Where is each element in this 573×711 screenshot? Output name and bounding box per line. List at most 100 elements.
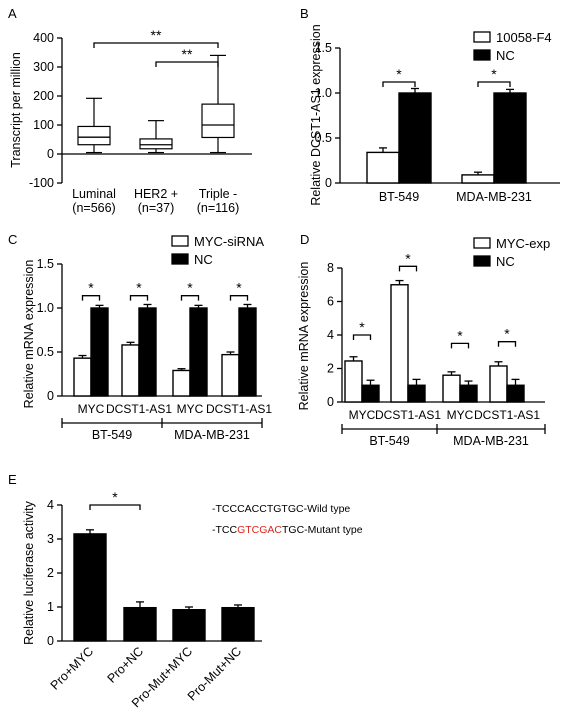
y-tick-label: 1.5 — [315, 41, 332, 55]
mutant-type-sequence: -TCCGTCGACTGC-Mutant type — [212, 524, 363, 536]
significance-label: * — [112, 489, 118, 505]
bar — [221, 353, 240, 397]
y-axis-label: Relative mRNA expression — [22, 260, 36, 409]
y-tick-label: 300 — [33, 60, 54, 74]
bar — [506, 384, 525, 403]
legend-swatch — [473, 49, 491, 61]
bar — [459, 384, 478, 403]
bar — [73, 357, 92, 397]
y-tick-label: 8 — [327, 261, 334, 275]
y-tick-label: 3 — [47, 532, 54, 546]
legend-swatch — [171, 235, 189, 247]
y-tick-label: 0.5 — [315, 131, 332, 145]
bar — [189, 307, 208, 397]
panel-letter: E — [8, 472, 17, 487]
wild-sequence: -TCCCACCTGTGC- — [212, 503, 308, 515]
panel-letter: C — [8, 232, 17, 247]
legend-swatch — [473, 237, 491, 249]
bar — [172, 609, 206, 642]
bar — [121, 344, 140, 397]
category-label: Triple - — [199, 187, 237, 201]
significance-label: * — [88, 280, 94, 296]
bar — [90, 307, 109, 397]
significance-bracket — [477, 81, 511, 87]
significance-bracket — [450, 342, 470, 349]
box — [201, 103, 235, 139]
y-axis-label: Transcript per million — [9, 52, 23, 168]
group-label: MDA-MB-231 — [174, 428, 250, 442]
legend-label: NC — [194, 252, 213, 267]
box — [77, 125, 111, 146]
legend-label: MYC-siRNA — [194, 234, 264, 249]
panel-d: D 0 2 4 6 8 Relative mRNA expression MYC * DCST1-… — [297, 232, 550, 448]
mutant-label: Mutant type — [308, 524, 363, 536]
bar — [238, 307, 257, 397]
significance-label: * — [359, 319, 365, 335]
significance-label: ** — [151, 27, 162, 43]
y-tick-label: 0 — [47, 634, 54, 648]
category-label: MDA-MB-231 — [456, 190, 532, 204]
significance-label: * — [457, 327, 463, 343]
bar — [221, 606, 255, 642]
significance-label: * — [491, 66, 497, 82]
legend-swatch — [171, 253, 189, 265]
category-label: MYC — [78, 402, 105, 416]
panel-letter: B — [300, 6, 309, 21]
significance-bracket — [129, 295, 149, 301]
significance-label: * — [396, 66, 402, 82]
significance-label: * — [405, 250, 411, 266]
category-label: MYC — [447, 408, 474, 422]
panel-a: A -100 0 100 200 300 400 Transcript per million… — [8, 6, 252, 215]
y-tick-label: 0 — [47, 389, 54, 403]
panel-letter: A — [8, 6, 17, 21]
significance-bracket — [81, 295, 101, 301]
y-axis-label: Relative mRNA expression — [297, 262, 311, 411]
wild-type-label: Wild type — [307, 503, 350, 515]
category-label: MYC — [177, 402, 204, 416]
bar — [172, 369, 191, 397]
significance-label: * — [236, 280, 242, 296]
legend-label: NC — [496, 48, 515, 63]
y-tick-label: -100 — [29, 176, 54, 190]
category-label: BT-549 — [379, 190, 419, 204]
y-tick-label: 4 — [327, 328, 334, 342]
group-label: BT-549 — [369, 434, 409, 448]
significance-bracket — [89, 504, 141, 510]
bar — [361, 384, 380, 403]
category-label: MYC — [349, 408, 376, 422]
sample-size-label: (n=116) — [197, 201, 240, 215]
y-tick-label: 1.0 — [315, 86, 332, 100]
bar — [489, 365, 508, 403]
category-label: Luminal — [72, 187, 116, 201]
bar — [461, 174, 495, 184]
y-tick-label: 0 — [325, 176, 332, 190]
y-tick-label: 0 — [47, 147, 54, 161]
legend-swatch — [473, 31, 491, 43]
bar — [398, 92, 432, 184]
legend-label: NC — [496, 254, 515, 269]
significance-label: ** — [182, 46, 193, 62]
legend-label: 10058-F4 — [496, 30, 552, 45]
wild-type-sequence: -TCCCACCTGTGC-Wild type — [212, 503, 350, 515]
bar — [344, 360, 363, 403]
significance-bracket — [93, 42, 219, 48]
significance-label: * — [187, 280, 193, 296]
bar — [138, 307, 157, 397]
bar — [493, 92, 527, 184]
bar — [442, 374, 461, 403]
bar — [407, 384, 426, 403]
y-tick-label: 0.5 — [37, 345, 54, 359]
y-axis-label: Relative luciferase activity — [22, 500, 36, 645]
y-tick-label: 0 — [327, 395, 334, 409]
y-tick-label: 1 — [47, 600, 54, 614]
category-label: DCST1-AS1 — [375, 408, 441, 422]
mutant-post: TGC- — [282, 524, 308, 536]
bar — [123, 606, 157, 642]
y-tick-label: 1.5 — [37, 257, 54, 271]
sample-size-label: (n=566) — [72, 201, 115, 215]
significance-bracket — [398, 265, 418, 272]
category-label: DCST1-AS1 — [106, 402, 172, 416]
y-tick-label: 2 — [327, 362, 334, 376]
category-label: HER2 + — [134, 187, 178, 201]
